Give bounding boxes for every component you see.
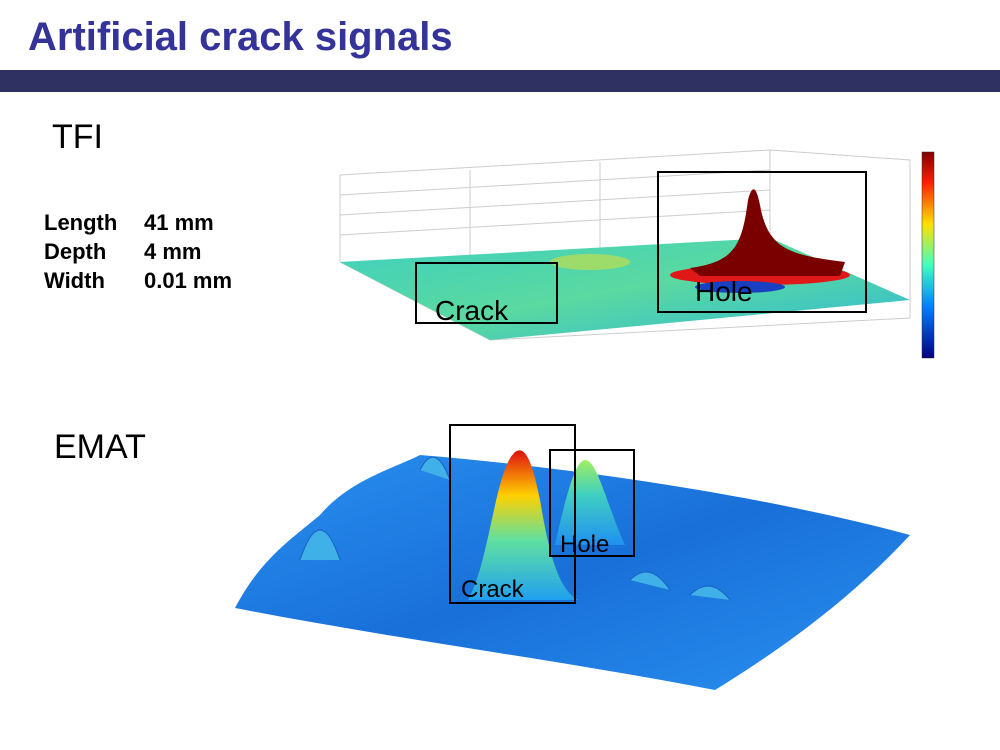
tfi-surface	[340, 238, 910, 340]
plot-frame	[339, 149, 911, 341]
emat-surface	[235, 455, 910, 690]
annotation-label: Hole	[560, 531, 609, 558]
surface-ripple	[299, 456, 731, 601]
slide-title: Artificial crack signals	[28, 15, 453, 59]
spec-name: Depth	[44, 239, 106, 264]
section-label: TFI	[52, 118, 103, 156]
surface-blob	[550, 254, 630, 270]
spec-value: 41 mm	[144, 210, 214, 235]
spec-value: 4 mm	[144, 239, 201, 264]
annotation-box	[657, 171, 867, 313]
emat-peak	[468, 450, 578, 600]
title-bar	[0, 70, 1000, 92]
plot-grid	[339, 162, 771, 255]
spec-value: 0.01 mm	[144, 268, 232, 293]
annotation-box	[415, 262, 558, 324]
spec-name: Length	[44, 210, 117, 235]
emat-plot: Crack Hole	[235, 424, 910, 690]
tfi-peak	[690, 189, 845, 276]
spec-list: Length 41 mm Depth 4 mm Width 0.01 mm	[44, 210, 232, 293]
section-label: EMAT	[54, 428, 146, 466]
surface-blob	[695, 281, 785, 293]
color-bar	[921, 151, 935, 359]
annotation-box	[449, 424, 576, 604]
annotation-box	[549, 449, 635, 557]
spec-name: Width	[44, 268, 105, 293]
emat-peak	[555, 460, 625, 545]
annotation-label: Crack	[461, 576, 525, 603]
tfi-plot: Crack Hole	[339, 149, 935, 359]
annotation-label: Hole	[695, 276, 753, 307]
annotation-label: Crack	[435, 295, 509, 326]
